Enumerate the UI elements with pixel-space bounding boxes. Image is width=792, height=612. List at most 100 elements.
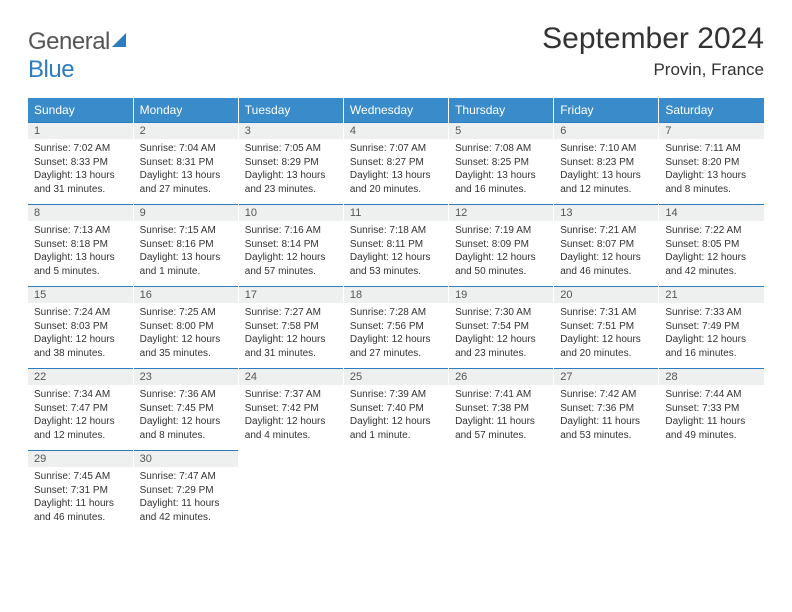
- sunrise-line: Sunrise: 7:08 AM: [455, 142, 547, 156]
- day-number: 24: [239, 368, 343, 385]
- day-data: Sunrise: 7:36 AMSunset: 7:45 PMDaylight:…: [134, 385, 238, 450]
- sunrise-line: Sunrise: 7:04 AM: [140, 142, 232, 156]
- day-data: Sunrise: 7:05 AMSunset: 8:29 PMDaylight:…: [239, 139, 343, 204]
- sunrise-line: Sunrise: 7:34 AM: [34, 388, 127, 402]
- day-data: Sunrise: 7:37 AMSunset: 7:42 PMDaylight:…: [239, 385, 343, 450]
- sunset-line: Sunset: 7:33 PM: [665, 402, 758, 416]
- sunrise-line: Sunrise: 7:07 AM: [350, 142, 442, 156]
- weekday-header-row: SundayMondayTuesdayWednesdayThursdayFrid…: [28, 98, 764, 122]
- day-number: 30: [134, 450, 238, 467]
- day-data: Sunrise: 7:39 AMSunset: 7:40 PMDaylight:…: [344, 385, 448, 450]
- day-number: 16: [134, 286, 238, 303]
- sunset-line: Sunset: 7:42 PM: [245, 402, 337, 416]
- calendar-table: SundayMondayTuesdayWednesdayThursdayFrid…: [28, 98, 764, 532]
- calendar-cell: 5Sunrise: 7:08 AMSunset: 8:25 PMDaylight…: [449, 122, 554, 204]
- day-data: Sunrise: 7:08 AMSunset: 8:25 PMDaylight:…: [449, 139, 553, 204]
- daylight-line: Daylight: 13 hours and 27 minutes.: [140, 169, 232, 196]
- daylight-line: Daylight: 13 hours and 23 minutes.: [245, 169, 337, 196]
- sunrise-line: Sunrise: 7:39 AM: [350, 388, 442, 402]
- calendar-cell: 21Sunrise: 7:33 AMSunset: 7:49 PMDayligh…: [659, 286, 764, 368]
- daylight-line: Daylight: 12 hours and 38 minutes.: [34, 333, 127, 360]
- sunset-line: Sunset: 8:18 PM: [34, 238, 127, 252]
- daylight-line: Daylight: 12 hours and 16 minutes.: [665, 333, 758, 360]
- sunset-line: Sunset: 8:16 PM: [140, 238, 232, 252]
- calendar-cell: 18Sunrise: 7:28 AMSunset: 7:56 PMDayligh…: [343, 286, 448, 368]
- daylight-line: Daylight: 12 hours and 20 minutes.: [560, 333, 652, 360]
- daylight-line: Daylight: 11 hours and 46 minutes.: [34, 497, 127, 524]
- sunset-line: Sunset: 7:51 PM: [560, 320, 652, 334]
- sunset-line: Sunset: 8:23 PM: [560, 156, 652, 170]
- day-number: 2: [134, 122, 238, 139]
- daylight-line: Daylight: 12 hours and 4 minutes.: [245, 415, 337, 442]
- sunset-line: Sunset: 8:03 PM: [34, 320, 127, 334]
- sunset-line: Sunset: 7:36 PM: [560, 402, 652, 416]
- sunset-line: Sunset: 7:49 PM: [665, 320, 758, 334]
- day-number: 26: [449, 368, 553, 385]
- weekday-header: Thursday: [449, 98, 554, 122]
- daylight-line: Daylight: 12 hours and 57 minutes.: [245, 251, 337, 278]
- sunrise-line: Sunrise: 7:41 AM: [455, 388, 547, 402]
- day-number: 13: [554, 204, 658, 221]
- calendar-cell: 9Sunrise: 7:15 AMSunset: 8:16 PMDaylight…: [133, 204, 238, 286]
- sunrise-line: Sunrise: 7:37 AM: [245, 388, 337, 402]
- daylight-line: Daylight: 13 hours and 8 minutes.: [665, 169, 758, 196]
- sunset-line: Sunset: 8:31 PM: [140, 156, 232, 170]
- day-data: Sunrise: 7:42 AMSunset: 7:36 PMDaylight:…: [554, 385, 658, 450]
- day-data: Sunrise: 7:28 AMSunset: 7:56 PMDaylight:…: [344, 303, 448, 368]
- daylight-line: Daylight: 12 hours and 53 minutes.: [350, 251, 442, 278]
- daylight-line: Daylight: 13 hours and 31 minutes.: [34, 169, 127, 196]
- logo: GeneralBlue: [28, 28, 128, 84]
- day-data: Sunrise: 7:24 AMSunset: 8:03 PMDaylight:…: [28, 303, 133, 368]
- sunset-line: Sunset: 7:38 PM: [455, 402, 547, 416]
- calendar-cell: 14Sunrise: 7:22 AMSunset: 8:05 PMDayligh…: [659, 204, 764, 286]
- day-data: Sunrise: 7:02 AMSunset: 8:33 PMDaylight:…: [28, 139, 133, 204]
- sunset-line: Sunset: 7:47 PM: [34, 402, 127, 416]
- calendar-row: 29Sunrise: 7:45 AMSunset: 7:31 PMDayligh…: [28, 450, 764, 532]
- calendar-row: 22 Sunrise: 7:34 AMSunset: 7:47 PM Dayligh…: [28, 368, 764, 450]
- calendar-body: 1Sunrise: 7:02 AMSunset: 8:33 PMDaylight…: [28, 122, 764, 532]
- sunset-line: Sunset: 7:58 PM: [245, 320, 337, 334]
- sunrise-line: Sunrise: 7:16 AM: [245, 224, 337, 238]
- sunrise-line: Sunrise: 7:24 AM: [34, 306, 127, 320]
- header: GeneralBlue September 2024 Provin, Franc…: [28, 22, 764, 84]
- sunrise-line: Sunrise: 7:30 AM: [455, 306, 547, 320]
- day-number: 22: [28, 368, 133, 385]
- sunrise-line: Sunrise: 7:15 AM: [140, 224, 232, 238]
- day-number: 10: [239, 204, 343, 221]
- calendar-cell: 28Sunrise: 7:44 AMSunset: 7:33 PMDayligh…: [659, 368, 764, 450]
- calendar-cell: 26Sunrise: 7:41 AMSunset: 7:38 PMDayligh…: [449, 368, 554, 450]
- day-data: Sunrise: 7:10 AMSunset: 8:23 PMDaylight:…: [554, 139, 658, 204]
- calendar-cell: 19Sunrise: 7:30 AMSunset: 7:54 PMDayligh…: [449, 286, 554, 368]
- day-data: Sunrise: 7:21 AMSunset: 8:07 PMDaylight:…: [554, 221, 658, 286]
- calendar-cell: 12Sunrise: 7:19 AMSunset: 8:09 PMDayligh…: [449, 204, 554, 286]
- weekday-header: Saturday: [659, 98, 764, 122]
- sunrise-line: Sunrise: 7:18 AM: [350, 224, 442, 238]
- day-data: Sunrise: 7:15 AMSunset: 8:16 PMDaylight:…: [134, 221, 238, 286]
- sunset-line: Sunset: 7:54 PM: [455, 320, 547, 334]
- day-number: 15: [28, 286, 133, 303]
- calendar-cell: 11Sunrise: 7:18 AMSunset: 8:11 PMDayligh…: [343, 204, 448, 286]
- calendar-cell: 7Sunrise: 7:11 AMSunset: 8:20 PMDaylight…: [659, 122, 764, 204]
- sunrise-line: Sunrise: 7:25 AM: [140, 306, 232, 320]
- day-data: Sunrise: 7:13 AMSunset: 8:18 PMDaylight:…: [28, 221, 133, 286]
- calendar-cell: ..: [238, 450, 343, 532]
- day-data: Sunrise: 7:27 AMSunset: 7:58 PMDaylight:…: [239, 303, 343, 368]
- calendar-cell: ..: [659, 450, 764, 532]
- location: Provin, France: [542, 60, 764, 80]
- day-data: Sunrise: 7:16 AMSunset: 8:14 PMDaylight:…: [239, 221, 343, 286]
- calendar-cell: 15Sunrise: 7:24 AMSunset: 8:03 PMDayligh…: [28, 286, 133, 368]
- weekday-header: Monday: [133, 98, 238, 122]
- day-data: Sunrise: 7:41 AMSunset: 7:38 PMDaylight:…: [449, 385, 553, 450]
- day-number: 1: [28, 122, 133, 139]
- sunrise-line: Sunrise: 7:42 AM: [560, 388, 652, 402]
- calendar-cell: 13Sunrise: 7:21 AMSunset: 8:07 PMDayligh…: [554, 204, 659, 286]
- sunrise-line: Sunrise: 7:28 AM: [350, 306, 442, 320]
- daylight-line: Daylight: 11 hours and 49 minutes.: [665, 415, 758, 442]
- day-number: 6: [554, 122, 658, 139]
- day-number: 17: [239, 286, 343, 303]
- calendar-cell: 24Sunrise: 7:37 AMSunset: 7:42 PMDayligh…: [238, 368, 343, 450]
- day-number: 11: [344, 204, 448, 221]
- sunrise-line: Sunrise: 7:21 AM: [560, 224, 652, 238]
- day-data: Sunrise: 7:45 AMSunset: 7:31 PMDaylight:…: [28, 467, 133, 532]
- day-data: Sunrise: 7:30 AMSunset: 7:54 PMDaylight:…: [449, 303, 553, 368]
